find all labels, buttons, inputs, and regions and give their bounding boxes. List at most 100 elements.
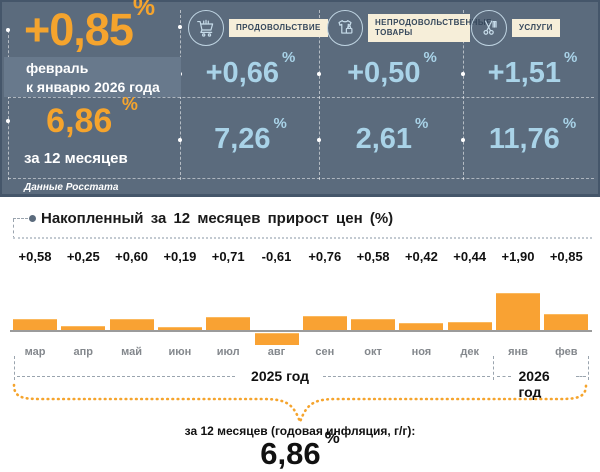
- month-label: июл: [216, 346, 240, 358]
- guide-dot: [178, 25, 182, 29]
- bar-value-label: +0,60: [115, 249, 149, 264]
- month-label: мар: [24, 346, 46, 358]
- bracket-line: [576, 376, 586, 377]
- brace-icon: [12, 383, 588, 426]
- guide-line: [8, 97, 594, 98]
- bracket-line: [17, 376, 235, 377]
- clothes-icon: [327, 10, 363, 46]
- category-year-value: 11,76%: [488, 115, 577, 155]
- annual-period-label: за 12 месяцев: [24, 150, 128, 167]
- bar-value-label: +0,42: [404, 249, 438, 264]
- category-label: НЕПРОДОВОЛЬСТВЕННЫЕ ТОВАРЫ: [368, 14, 491, 42]
- bar-value-label: +1,90: [501, 249, 535, 264]
- month-label: июн: [168, 346, 192, 358]
- guide-line: [13, 219, 14, 239]
- bar: [254, 333, 299, 346]
- month-label: май: [121, 346, 143, 358]
- percent-sign: %: [121, 93, 138, 114]
- bracket-tick: [14, 356, 15, 380]
- month-label: ноя: [411, 346, 432, 358]
- percent-sign: %: [324, 427, 340, 447]
- month-label: янв: [508, 346, 528, 358]
- bar-value-label: +0,44: [453, 249, 487, 264]
- divider: [13, 237, 592, 239]
- month-label: фев: [555, 346, 578, 358]
- bracket-tick: [493, 356, 494, 380]
- bar: [61, 326, 106, 331]
- bracket-tick: [588, 356, 589, 380]
- bar: [447, 322, 492, 331]
- bar: [496, 293, 540, 331]
- bar-value-label: +0,19: [163, 249, 197, 264]
- bar-value-label: +0,85: [549, 249, 583, 264]
- bar-value-label: +0,58: [356, 249, 390, 264]
- bar-value-label: +0,58: [18, 249, 52, 264]
- bar: [206, 316, 251, 331]
- bar: [157, 327, 202, 331]
- period-month: февраль: [26, 60, 89, 76]
- category-food: ПРОДОВОЛЬСТВИЕ +0,66% 7,26%: [182, 2, 328, 199]
- bar: [351, 319, 396, 331]
- chart-title: Накопленный за 12 месяцев прирост цен (%…: [41, 210, 394, 227]
- year-2025-label: 2025 год: [247, 368, 313, 384]
- category-year-value: 7,26%: [214, 115, 287, 155]
- percent-sign: %: [423, 49, 437, 67]
- month-label: апр: [73, 346, 94, 358]
- percent-sign: %: [132, 0, 155, 21]
- guide-dot: [6, 119, 10, 123]
- percent-sign: %: [415, 115, 429, 133]
- annual-inflation-value: 6,86: [46, 102, 113, 140]
- guide-line: [8, 30, 9, 180]
- total-caption: за 12 месяцев (годовая инфляция, г/г):: [184, 424, 416, 438]
- percent-sign: %: [562, 115, 577, 133]
- year-2026-label: 2026 год: [514, 368, 572, 400]
- percent-sign: %: [282, 49, 296, 67]
- bullet-icon: [29, 215, 36, 222]
- data-source-note: Данные Росстата: [24, 182, 119, 193]
- bar-value-label: +0,76: [308, 249, 342, 264]
- period-label: февраль к январю 2026 года: [4, 57, 181, 97]
- category-services: УСЛУГИ +1,51% 11,76%: [465, 2, 600, 199]
- month-label: авг: [267, 346, 286, 358]
- category-year-value: 2,61%: [355, 115, 429, 155]
- bar: [302, 315, 347, 331]
- bracket-line: [497, 376, 511, 377]
- total-inflation-value: 6,86%: [260, 427, 340, 471]
- scissors-icon: [471, 10, 507, 46]
- monthly-inflation-value: +0,85: [24, 4, 134, 55]
- category-label: ПРОДОВОЛЬСТВИЕ: [229, 19, 328, 37]
- bracket-line: [323, 376, 490, 377]
- month-label: дек: [460, 346, 479, 358]
- category-month-value: +0,50%: [347, 49, 437, 89]
- guide-dot: [6, 28, 10, 32]
- guide-dot: [461, 72, 465, 76]
- guide-dot: [178, 138, 182, 142]
- monthly-inflation-headline: +0,85%: [24, 0, 155, 56]
- guide-dot: [317, 72, 321, 76]
- bar: [544, 314, 589, 331]
- guide-dot: [317, 138, 321, 142]
- month-label: окт: [364, 346, 382, 358]
- chart-baseline: [10, 330, 592, 332]
- category-month-value: +0,66%: [205, 49, 296, 89]
- month-label: сен: [315, 346, 335, 358]
- annual-inflation-headline: 6,86 %: [2, 94, 182, 141]
- summary-panel: +0,85% февраль к январю 2026 года 6,86 %…: [0, 0, 600, 197]
- cart-icon: [188, 10, 224, 46]
- bar-value-label: +0,71: [211, 249, 245, 264]
- category-label: УСЛУГИ: [512, 19, 560, 37]
- bar-value-label: -0,61: [261, 249, 292, 264]
- percent-sign: %: [564, 49, 578, 67]
- percent-sign: %: [273, 115, 287, 133]
- guide-line: [463, 10, 464, 180]
- bar: [13, 319, 57, 331]
- category-month-value: +1,51%: [487, 49, 578, 89]
- guide-line: [319, 10, 320, 180]
- guide-dot: [461, 138, 465, 142]
- period-base: к январю 2026 года: [26, 79, 160, 95]
- bar: [109, 319, 154, 331]
- guide-line: [8, 178, 594, 179]
- bar: [399, 322, 444, 331]
- guide-line: [13, 218, 28, 219]
